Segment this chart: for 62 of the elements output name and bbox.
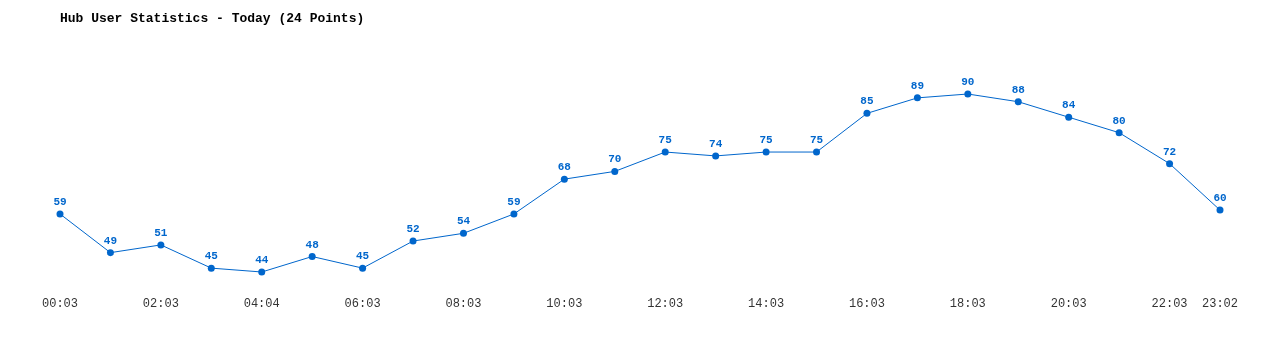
data-label: 90 [961,76,975,88]
point [913,94,921,102]
point [964,90,972,98]
point [157,241,165,249]
x-tick-label: 10:03 [546,297,583,311]
point [1216,206,1224,214]
data-label: 84 [1062,99,1076,112]
point [409,237,417,245]
point [712,152,720,160]
x-tick-label: 16:03 [848,297,885,311]
data-label: 60 [1213,192,1227,205]
point [56,210,64,218]
x-tick-label: 06:03 [344,297,381,311]
point [661,148,669,156]
x-tick-label: 20:03 [1050,297,1087,311]
data-label: 54 [456,215,471,228]
x-tick-label: 00:03 [41,297,79,311]
chart-title: Hub User Statistics - Today (24 Points) [60,11,365,26]
data-label: 70 [608,153,622,166]
data-label: 52 [406,223,420,236]
point [459,229,467,237]
x-tick-label: 08:03 [445,297,482,311]
x-tick-label: 12:03 [647,297,684,311]
data-label: 59 [53,195,67,208]
data-label: 85 [860,95,874,108]
data-label: 48 [305,238,320,251]
point [560,175,568,183]
point [106,249,114,257]
data-label: 74 [709,137,723,150]
data-label: 88 [1011,83,1026,96]
x-tick-label: 04:04 [243,297,280,311]
point [1115,129,1123,137]
x-tick-label: 23:02 [1201,297,1239,311]
point [207,264,215,272]
point [258,268,266,276]
data-label: 51 [154,226,168,239]
x-tick-label: 18:03 [949,297,986,311]
data-label: 45 [204,250,219,263]
point [1166,160,1174,168]
x-tick-label: 02:03 [142,297,179,311]
point [863,109,871,117]
data-label: 89 [910,79,924,92]
data-label: 80 [1112,114,1126,127]
data-label: 75 [658,134,673,147]
point [359,264,367,272]
point [1065,113,1073,121]
data-label: 45 [356,250,370,263]
data-label: 49 [103,234,118,247]
point [308,253,316,261]
data-label: 59 [507,195,521,208]
point [611,167,619,175]
point [510,210,518,218]
data-label: 72 [1162,145,1177,158]
point [762,148,770,156]
x-tick-label: 22:03 [1151,297,1188,311]
data-label: 75 [759,134,774,147]
data-label: 44 [255,254,269,266]
point [1014,98,1022,106]
x-tick-label: 14:03 [748,297,785,311]
data-label: 68 [557,161,572,174]
point [813,148,821,156]
data-label: 75 [809,134,824,147]
